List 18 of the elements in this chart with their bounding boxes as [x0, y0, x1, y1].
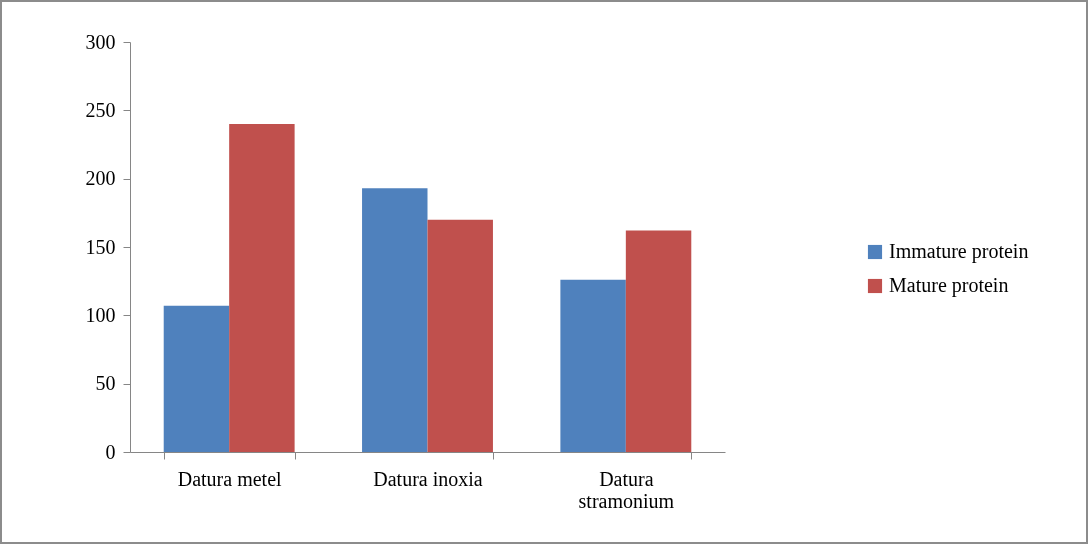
bar	[625, 230, 692, 452]
bar	[229, 124, 295, 452]
bar	[427, 219, 493, 452]
x-tick-label: Datura inoxia	[373, 467, 483, 490]
y-tick-label: 100	[85, 303, 116, 326]
x-tick-label: Datura stramonium	[578, 467, 675, 512]
bar	[362, 188, 428, 452]
y-tick-label: 150	[85, 235, 116, 258]
y-tick-label: 0	[105, 440, 116, 463]
y-tick-label: 250	[85, 98, 116, 121]
x-tick-label: Datura metel	[177, 467, 283, 490]
legend-label: Mature protein	[889, 274, 1009, 297]
y-tick-label: 200	[85, 167, 116, 190]
bar	[560, 279, 626, 452]
y-tick-label: 50	[95, 372, 116, 395]
bar	[163, 305, 230, 452]
legend-label: Immature protein	[889, 240, 1029, 263]
y-tick-label: 300	[85, 30, 116, 53]
